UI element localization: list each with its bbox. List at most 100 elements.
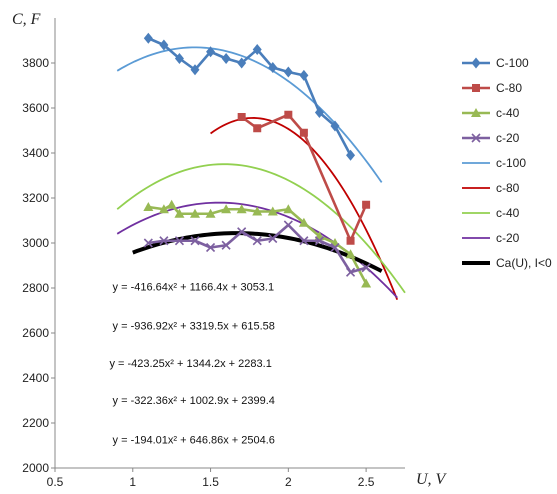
data-point <box>143 202 154 211</box>
data-point <box>330 120 340 132</box>
data-point <box>314 236 325 246</box>
x-tick-label: 0.5 <box>47 475 64 489</box>
y-tick-label: 2400 <box>22 371 49 385</box>
trend-equations: y = -416.64x² + 1166.4x + 3053.1 y = -936… <box>109 281 274 446</box>
x-tick-label: 1.5 <box>202 475 219 489</box>
data-point <box>284 110 293 119</box>
y-ticks: 2000 2200 2400 2600 2800 3000 3200 3400 3600 3800 <box>22 56 55 475</box>
legend-label: c-100 <box>496 156 526 170</box>
data-point <box>361 278 372 288</box>
legend-label: Ca(U), I<0 <box>496 256 552 270</box>
data-point <box>298 217 309 227</box>
data-point <box>314 107 324 118</box>
legend-label: c-20 <box>496 231 520 245</box>
legend-label: c-20 <box>496 131 520 145</box>
data-point <box>268 62 278 73</box>
x-tick-label: 1 <box>129 475 136 489</box>
trend-line-fit40 <box>116 163 406 294</box>
legend-label: c-80 <box>496 181 520 195</box>
data-point <box>221 53 231 64</box>
y-tick-label: 3600 <box>22 101 49 115</box>
data-point <box>221 240 231 250</box>
x-tick-label: 2.5 <box>358 475 375 489</box>
y-tick-label: 2200 <box>22 416 49 430</box>
legend-marker <box>471 108 481 117</box>
data-point <box>253 124 262 133</box>
data-point <box>174 236 185 246</box>
x-tick-label: 2 <box>285 475 292 489</box>
trend-equation: y = -936.92x² + 3319.5x + 615.58 <box>113 321 275 333</box>
data-point <box>237 57 247 69</box>
series-c80 <box>237 110 371 245</box>
trend-line-fit100 <box>116 46 383 183</box>
data-point <box>299 128 308 137</box>
data-point <box>267 206 278 216</box>
legend-item-fit100: c-100 <box>462 156 526 170</box>
legend: C-100 C-80 c-40 c-20 c-100 c-80 c-40 c-20 Ca(U),… <box>462 56 552 270</box>
x-ticks: 0.5 1 1.5 2 2.5 <box>47 468 375 489</box>
legend-item-fit80: c-80 <box>462 181 520 195</box>
trend-equation: y = -322.36x² + 1002.9x + 2399.4 <box>113 395 275 407</box>
data-point <box>283 220 293 230</box>
data-point <box>174 53 184 64</box>
data-point <box>159 236 169 246</box>
legend-item-c100: C-100 <box>462 56 529 70</box>
trend-equation: y = -423.25x² + 1344.2x + 2283.1 <box>109 358 271 370</box>
trend-line-ca <box>132 231 383 273</box>
data-point <box>330 242 340 253</box>
data-point <box>237 227 247 237</box>
legend-label: C-100 <box>496 56 529 70</box>
series-c20 <box>143 220 371 277</box>
data-line-c40 <box>148 203 368 285</box>
data-point <box>299 236 309 246</box>
data-point <box>221 204 232 214</box>
legend-marker <box>472 84 480 92</box>
legend-item-fit40: c-40 <box>462 206 520 220</box>
legend-label: c-40 <box>496 106 520 120</box>
y-axis-title: C, F <box>12 11 41 28</box>
data-point <box>362 200 371 209</box>
data-point <box>143 32 153 44</box>
legend-label: C-80 <box>496 81 522 95</box>
series-fit100 <box>116 46 383 183</box>
data-point <box>268 233 278 244</box>
trend-equation: y = -194.01x² + 646.86x + 2504.6 <box>113 435 275 447</box>
x-axis-title: U, V <box>416 471 448 488</box>
data-point <box>283 66 293 78</box>
data-point <box>143 238 153 248</box>
y-tick-label: 3000 <box>22 236 49 250</box>
data-point <box>252 236 262 246</box>
trend-equation: y = -416.64x² + 1166.4x + 3053.1 <box>113 281 275 293</box>
y-tick-label: 2800 <box>22 281 49 295</box>
data-point <box>206 46 216 58</box>
legend-item-ca: Ca(U), I<0 <box>462 256 552 270</box>
data-point <box>345 249 356 259</box>
data-point <box>345 267 356 277</box>
series-ca <box>132 231 383 273</box>
legend-marker <box>471 133 481 143</box>
y-tick-label: 3800 <box>22 56 49 70</box>
y-tick-label: 2000 <box>22 461 49 475</box>
series-fit40 <box>116 163 406 294</box>
data-point <box>158 204 169 214</box>
data-point <box>236 204 247 214</box>
data-point <box>159 39 169 51</box>
y-tick-label: 2600 <box>22 326 49 340</box>
data-point <box>252 44 262 55</box>
plot-series <box>116 32 406 301</box>
series-c100 <box>143 32 356 161</box>
data-point <box>205 242 216 253</box>
series-c40 <box>143 199 372 288</box>
data-point <box>237 113 246 121</box>
data-point <box>361 263 371 273</box>
y-tick-label: 3400 <box>22 146 49 160</box>
legend-item-fit20: c-20 <box>462 231 520 245</box>
data-point <box>283 204 294 214</box>
data-point <box>299 69 309 81</box>
legend-label: c-40 <box>496 206 520 220</box>
legend-item-c80: C-80 <box>462 81 522 95</box>
legend-item-c40: c-40 <box>462 106 520 120</box>
data-point <box>190 208 200 218</box>
data-point <box>190 236 200 246</box>
data-point <box>252 206 263 216</box>
